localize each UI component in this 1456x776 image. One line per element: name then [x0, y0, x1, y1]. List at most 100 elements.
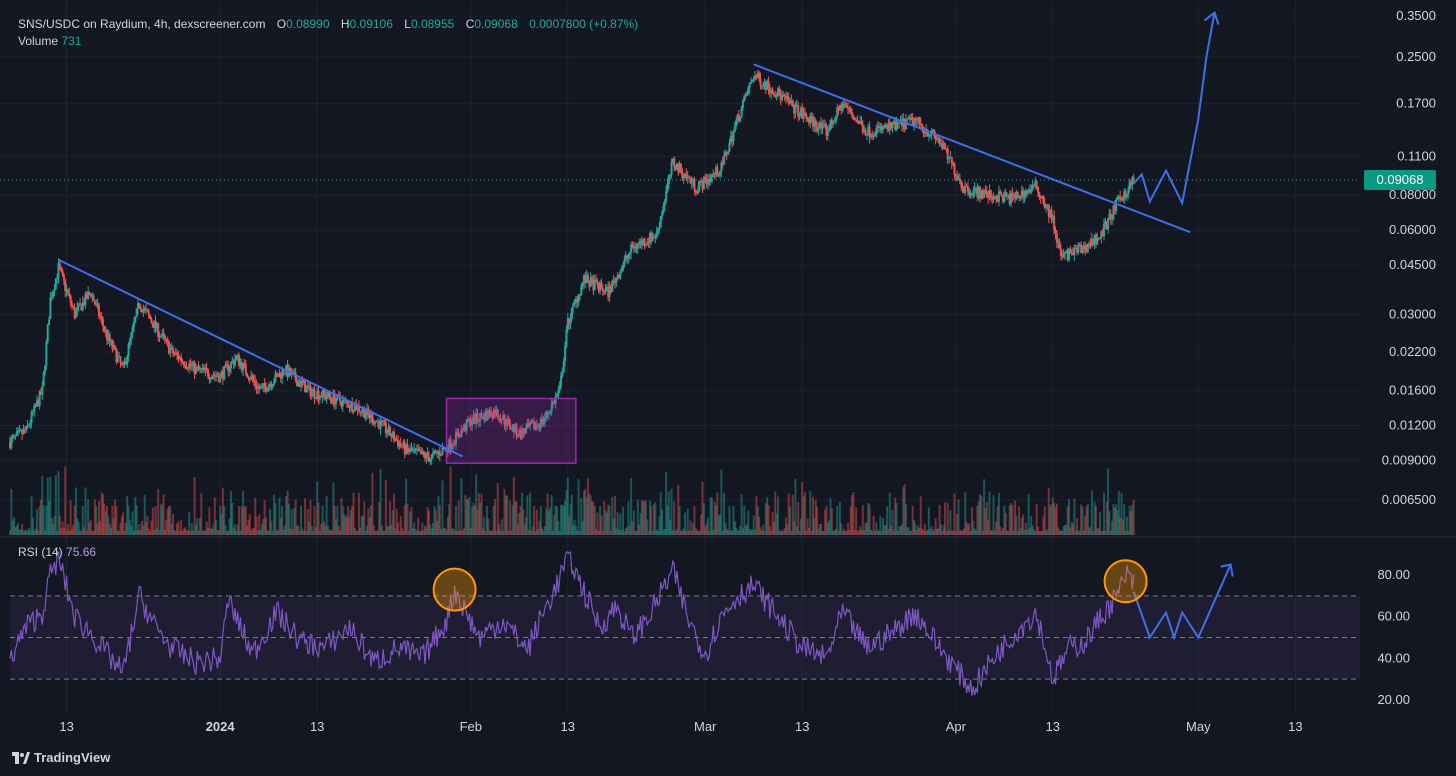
- volume-bar: [891, 509, 894, 535]
- volume-bar: [516, 524, 519, 535]
- volume-bar: [719, 514, 722, 535]
- volume-bar: [638, 524, 641, 535]
- candle-body: [1028, 189, 1031, 193]
- volume-bar: [388, 501, 391, 535]
- volume-bar: [15, 525, 18, 535]
- candle-body: [942, 143, 945, 149]
- candle-body: [232, 360, 235, 365]
- candle-body: [170, 347, 173, 349]
- volume-bar: [328, 530, 331, 535]
- volume-bar: [595, 529, 598, 535]
- volume-bar: [803, 492, 806, 535]
- volume-bar: [841, 530, 844, 535]
- candle-body: [379, 420, 382, 429]
- volume-bar: [795, 526, 798, 535]
- candle-body: [737, 114, 740, 121]
- candle-body: [275, 373, 278, 375]
- candle-body: [76, 306, 79, 311]
- volume-bar: [151, 507, 154, 535]
- volume-bar: [496, 482, 499, 535]
- candle-body: [981, 190, 984, 198]
- volume-bar: [297, 526, 300, 535]
- volume-bar: [678, 505, 681, 535]
- volume-bar: [337, 525, 340, 535]
- candle-body: [969, 193, 972, 196]
- volume-bar: [911, 505, 914, 535]
- tradingview-brand[interactable]: TradingView: [12, 750, 110, 765]
- candle-body: [937, 137, 940, 140]
- candle-body: [997, 191, 1000, 202]
- candle-body: [642, 238, 645, 245]
- volume-bar: [99, 520, 102, 535]
- volume-bar: [50, 518, 53, 535]
- volume-bar: [223, 505, 226, 535]
- volume-bar: [322, 521, 325, 535]
- candle-body: [1108, 213, 1111, 219]
- volume-bar: [194, 524, 197, 535]
- candle-body: [310, 391, 313, 397]
- volume-bar: [673, 501, 676, 535]
- candle-body: [789, 101, 792, 104]
- candle-body: [459, 436, 461, 438]
- candle-body: [1080, 244, 1083, 253]
- candle-body: [154, 320, 157, 329]
- volume-bar: [355, 530, 358, 535]
- volume-bar: [58, 515, 61, 535]
- candle-body: [291, 372, 294, 374]
- volume-bar: [41, 476, 44, 535]
- volume-bar: [674, 530, 677, 535]
- candle-body: [1067, 248, 1070, 261]
- volume-bar: [997, 492, 1000, 535]
- candle-body: [595, 279, 598, 282]
- volume-bar: [522, 509, 525, 535]
- volume-bar: [504, 495, 507, 535]
- volume-bar: [115, 505, 118, 535]
- volume-bar: [601, 530, 604, 535]
- candle-body: [704, 176, 707, 180]
- volume-bar: [647, 530, 650, 535]
- candle-body: [953, 163, 956, 175]
- candle-body: [347, 402, 350, 408]
- candle-body: [217, 376, 220, 382]
- volume-bar: [500, 519, 503, 535]
- candle-body: [391, 431, 394, 437]
- volume-bar: [653, 504, 656, 535]
- candle-body: [593, 279, 596, 291]
- candle-body: [783, 94, 786, 96]
- candle-body: [318, 396, 321, 400]
- candle-body: [617, 274, 620, 279]
- volume-bar: [778, 530, 781, 535]
- volume-bar: [927, 507, 930, 535]
- volume-bar: [700, 514, 703, 535]
- candle-body: [556, 394, 559, 397]
- volume-bar: [491, 530, 494, 535]
- candle-body: [709, 177, 712, 182]
- volume-bar: [1104, 530, 1107, 535]
- candle-body: [211, 376, 214, 379]
- volume-bar: [593, 505, 596, 535]
- volume-bar: [209, 527, 212, 535]
- candle-body: [526, 423, 529, 428]
- volume-bar: [193, 476, 196, 535]
- symbol-title: SNS/USDC on Raydium, 4h, dexscreener.com: [18, 17, 266, 31]
- volume-bar: [879, 516, 882, 535]
- candle-body: [860, 121, 863, 125]
- candle-body: [242, 362, 245, 371]
- volume-bar: [682, 528, 685, 535]
- volume-bar: [372, 525, 375, 535]
- candle-body: [546, 411, 549, 415]
- rsi-highlight-circle: [432, 567, 477, 612]
- candle-body: [919, 123, 922, 125]
- price-axis-label: 0.009000: [1382, 452, 1436, 467]
- candle-body: [1089, 242, 1092, 247]
- volume-bar: [213, 497, 216, 535]
- candle-body: [203, 367, 206, 371]
- candle-body: [1042, 195, 1045, 203]
- volume-bar: [402, 530, 405, 535]
- candle-body: [975, 187, 978, 189]
- candle-body: [1041, 195, 1044, 199]
- candle-body: [721, 162, 724, 165]
- candle-body: [1129, 181, 1132, 185]
- candle-body: [1100, 230, 1103, 238]
